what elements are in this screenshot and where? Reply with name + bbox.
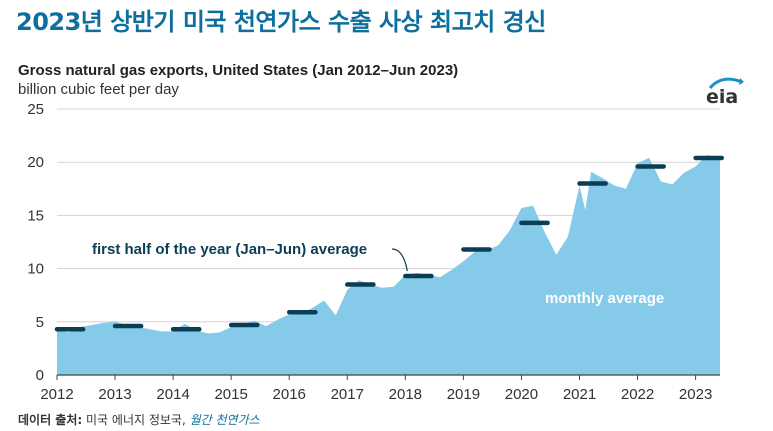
data-source: 데이터 출처: 미국 에너지 정보국, 월간 천연가스 bbox=[18, 411, 260, 428]
source-publication[interactable]: 월간 천연가스 bbox=[189, 413, 260, 427]
half-year-annotation: first half of the year (Jan–Jun) average bbox=[92, 241, 367, 258]
x-tick-label: 2018 bbox=[389, 386, 422, 403]
x-tick-label: 2015 bbox=[214, 386, 247, 403]
x-tick-label: 2022 bbox=[621, 386, 654, 403]
x-tick-label: 2021 bbox=[563, 386, 596, 403]
x-tick-label: 2019 bbox=[447, 386, 480, 403]
y-tick-label: 0 bbox=[36, 367, 44, 384]
monthly-area bbox=[57, 154, 720, 375]
y-tick-labels: 0 5 10 15 20 25 bbox=[27, 101, 44, 384]
x-tick-label: 2017 bbox=[331, 386, 364, 403]
source-label: 데이터 출처: bbox=[18, 413, 83, 427]
y-tick-label: 5 bbox=[36, 314, 44, 331]
source-agency: 미국 에너지 정보국, bbox=[86, 413, 186, 427]
x-tick-label: 2020 bbox=[505, 386, 538, 403]
annotation-leader bbox=[391, 248, 408, 272]
x-tick-label: 2014 bbox=[156, 386, 189, 403]
x-tick-label: 2012 bbox=[40, 386, 73, 403]
x-tick-labels: 2012 2013 2014 2015 2016 2017 2018 2019 2020 2021… bbox=[40, 375, 712, 403]
eia-logo-icon: eia bbox=[706, 77, 744, 106]
headline: 2023년 상반기 미국 천연가스 수출 사상 최고치 경신 bbox=[16, 8, 546, 36]
half-year-markers bbox=[54, 155, 724, 332]
chart-title: Gross natural gas exports, United States… bbox=[18, 62, 459, 79]
y-tick-label: 15 bbox=[27, 207, 44, 224]
chart-subtitle: billion cubic feet per day bbox=[18, 81, 179, 98]
monthly-average-annotation: monthly average bbox=[545, 290, 664, 307]
y-tick-label: 25 bbox=[27, 101, 44, 118]
x-tick-label: 2016 bbox=[273, 386, 306, 403]
x-tick-label: 2023 bbox=[679, 386, 712, 403]
y-tick-label: 10 bbox=[27, 261, 44, 278]
x-tick-label: 2013 bbox=[98, 386, 131, 403]
logo-text: eia bbox=[706, 86, 738, 106]
y-tick-label: 20 bbox=[27, 154, 44, 171]
